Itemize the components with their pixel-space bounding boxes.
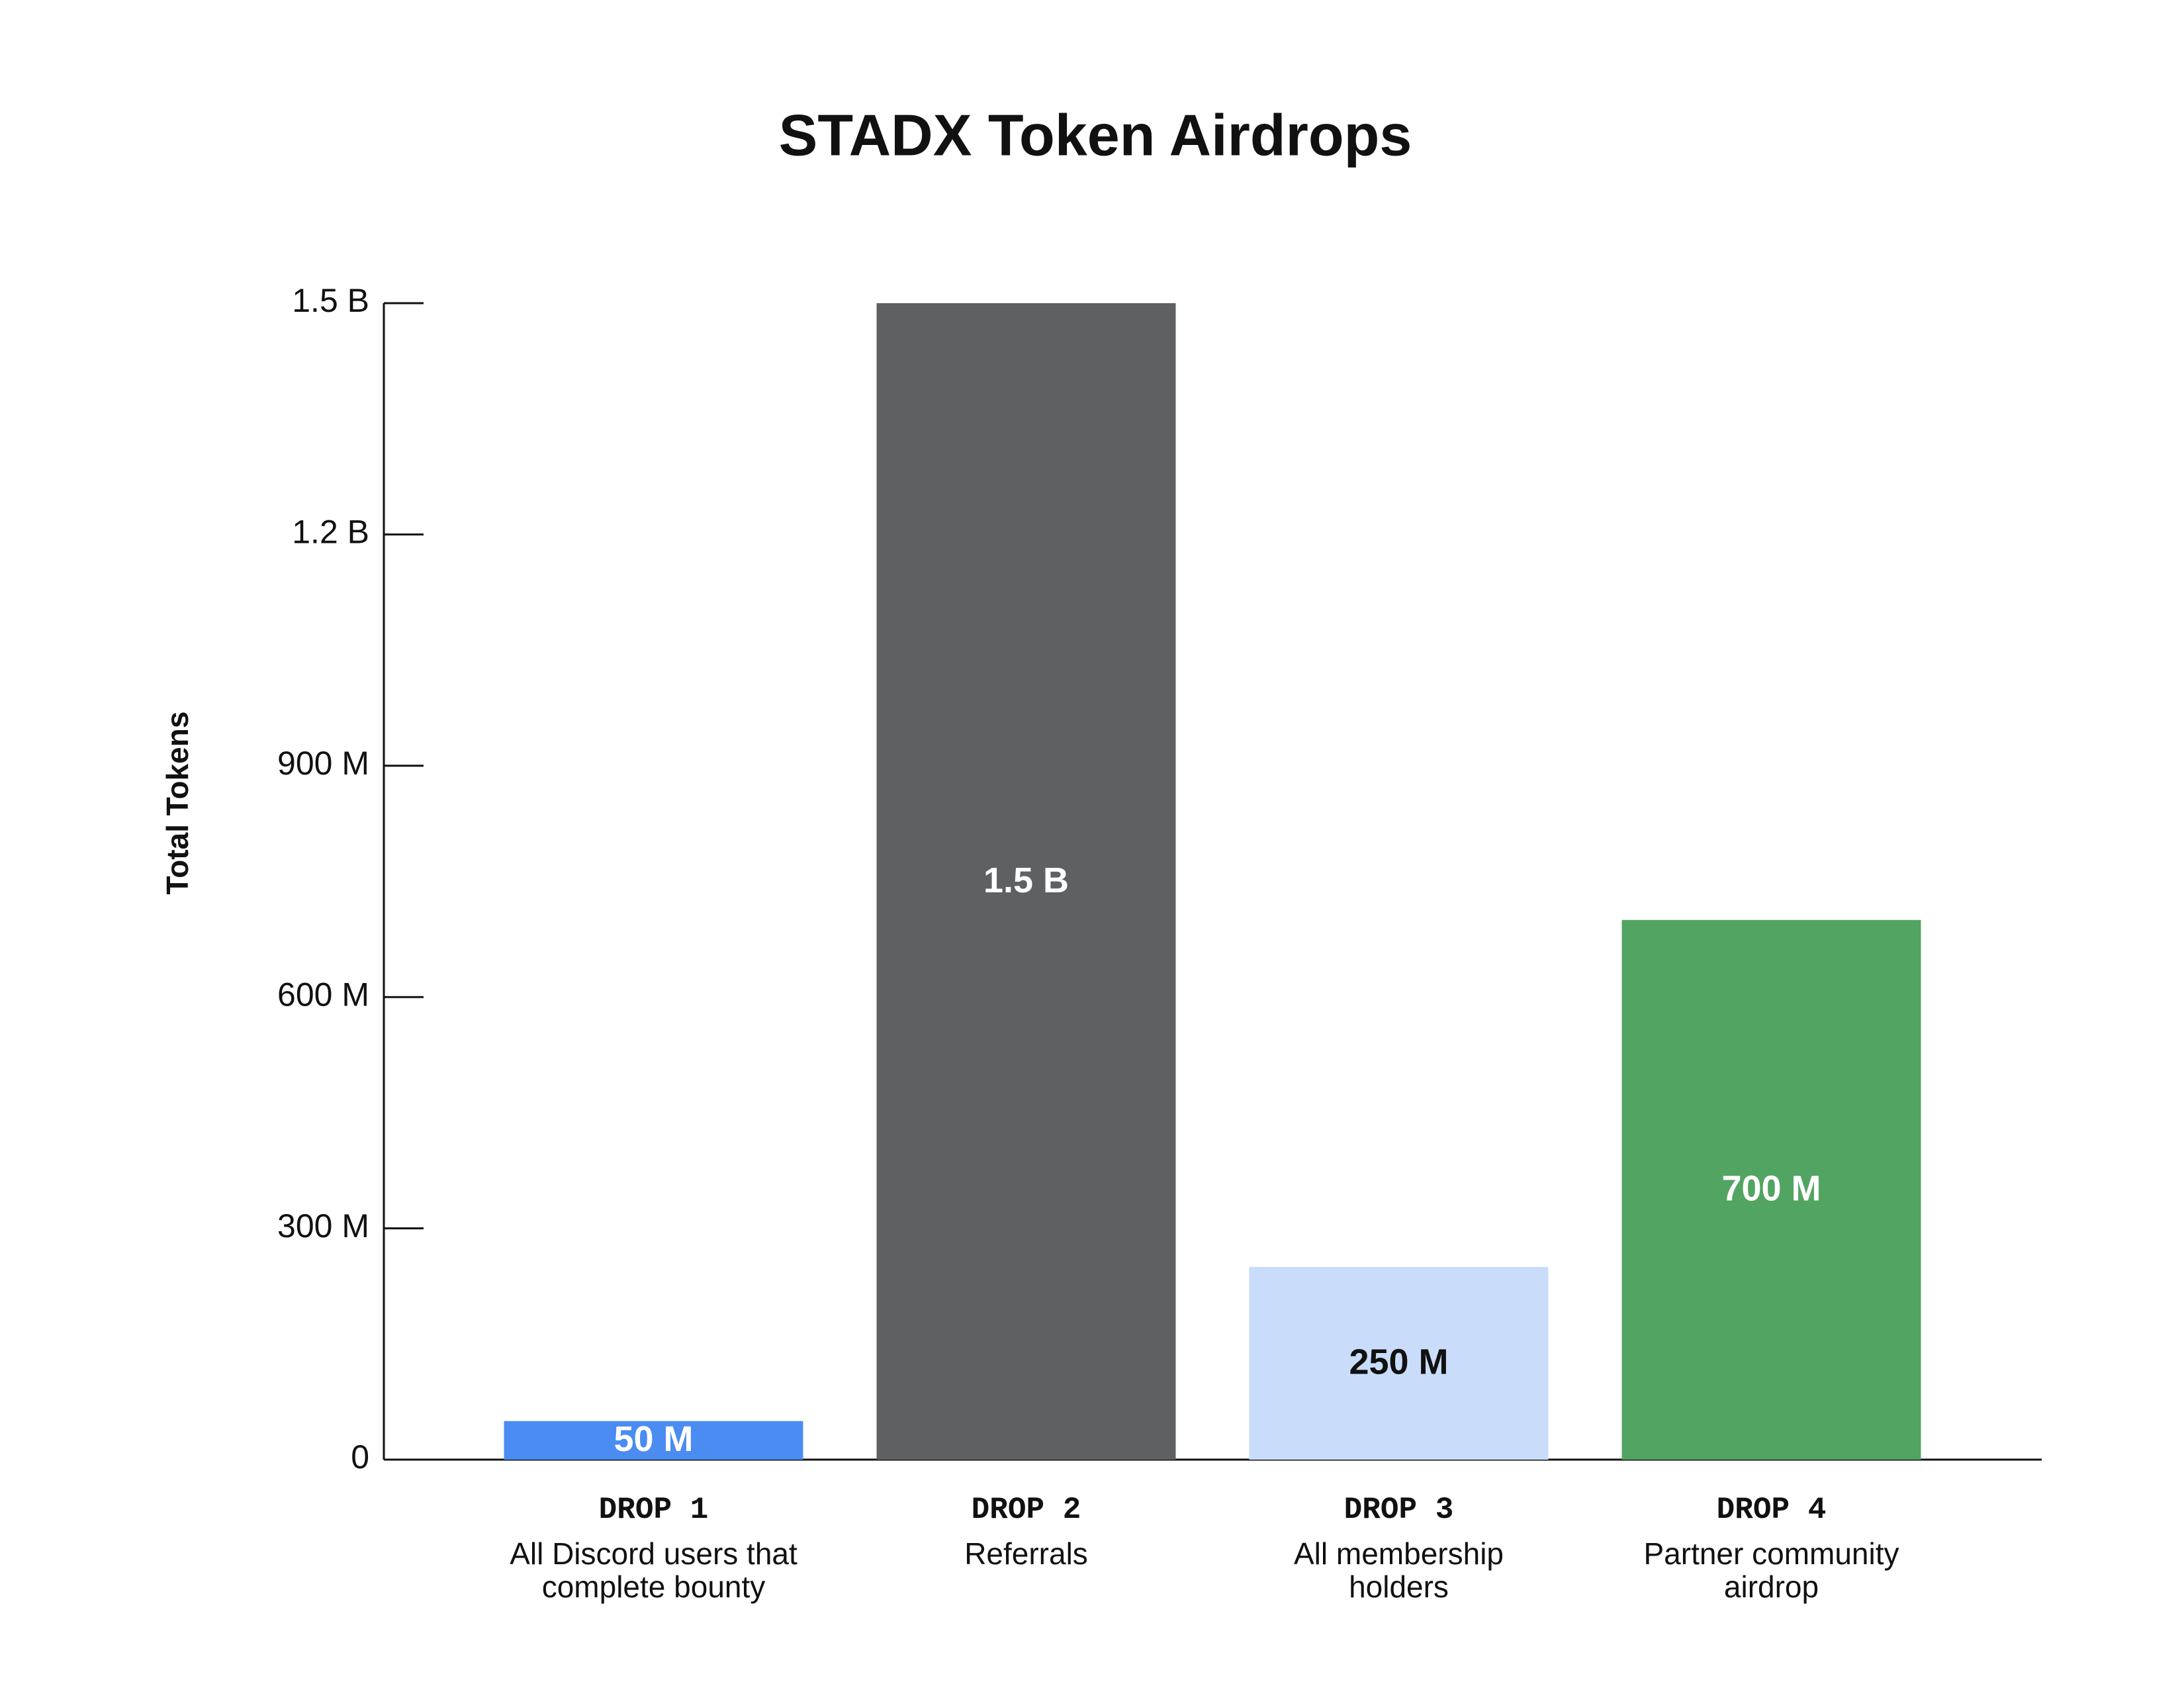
y-tick-label: 600 M — [277, 976, 369, 1013]
y-tick-label: 1.2 B — [292, 514, 369, 551]
x-tick-label: DROP 1 — [599, 1493, 709, 1527]
value-label: 1.5 B — [983, 861, 1069, 900]
chart-title: STADX Token Airdrops — [779, 102, 1412, 167]
value-label: 700 M — [1721, 1169, 1821, 1209]
value-label: 50 M — [614, 1419, 693, 1459]
category-description: Referrals — [964, 1536, 1088, 1571]
bar — [1249, 1266, 1549, 1460]
category-description: Partner community — [1643, 1536, 1899, 1571]
category-description: airdrop — [1724, 1570, 1819, 1604]
bar — [876, 303, 1176, 1460]
y-tick-label: 900 M — [277, 745, 369, 782]
value-label: 250 M — [1349, 1342, 1448, 1382]
x-tick-label: DROP 4 — [1717, 1493, 1827, 1527]
category-description: All membership — [1294, 1536, 1504, 1571]
category-description: complete bounty — [542, 1570, 766, 1604]
x-tick-label: DROP 3 — [1344, 1493, 1454, 1527]
y-tick-label: 1.5 B — [292, 282, 369, 319]
y-tick-label: 0 — [351, 1438, 369, 1476]
y-tick-label: 300 M — [277, 1207, 369, 1244]
bar — [1621, 919, 1921, 1460]
category-description: holders — [1349, 1570, 1449, 1604]
bar — [504, 1421, 803, 1460]
category-description: All Discord users that — [510, 1536, 797, 1571]
y-axis-label: Total Tokens — [160, 712, 195, 895]
x-tick-label: DROP 2 — [972, 1493, 1081, 1527]
